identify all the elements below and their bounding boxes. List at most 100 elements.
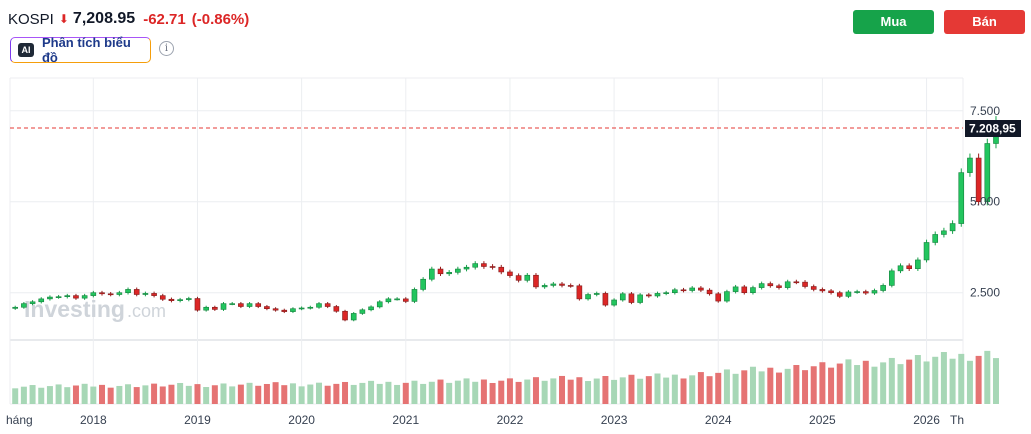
- candle-body: [975, 157, 982, 203]
- candlesticks: [12, 116, 999, 322]
- candle-body: [524, 274, 531, 281]
- time-tick-label: 2020: [288, 413, 315, 427]
- volume-bar: [888, 357, 895, 404]
- volume-bar: [836, 363, 843, 404]
- volume-bar: [133, 387, 140, 404]
- candle-body: [880, 285, 886, 291]
- volume-bar: [871, 366, 878, 404]
- candle-body: [142, 293, 149, 295]
- volume-bar: [567, 379, 574, 404]
- volume-bar: [793, 365, 800, 404]
- candle-body: [611, 299, 617, 306]
- volume-bar: [593, 378, 600, 404]
- candle-body: [324, 303, 331, 307]
- candle-body: [646, 294, 652, 297]
- time-tick-label: 2026: [913, 413, 940, 427]
- volume-bar: [272, 382, 279, 404]
- candle-body: [420, 278, 426, 290]
- candle-body: [133, 289, 140, 295]
- candle-body: [151, 293, 157, 296]
- volume-bar: [289, 383, 296, 404]
- volume-bar: [845, 359, 852, 404]
- candle-body: [298, 307, 305, 310]
- candle-body: [862, 291, 869, 294]
- candle-body: [984, 143, 991, 203]
- candle-body: [411, 289, 418, 302]
- candle-body: [368, 306, 374, 311]
- candle-body: [836, 292, 843, 297]
- volume-bar: [38, 387, 45, 404]
- candle-body: [116, 292, 123, 295]
- buy-button[interactable]: Mua: [853, 10, 934, 34]
- volume-bar: [810, 366, 817, 404]
- candle-body: [168, 298, 175, 302]
- volume-bar: [940, 352, 947, 404]
- volume-bar: [828, 367, 835, 404]
- volume-bar: [532, 377, 539, 404]
- candle-body: [932, 234, 939, 243]
- volume-bar: [671, 374, 678, 404]
- candle-body: [819, 289, 826, 292]
- candle-body: [810, 286, 817, 290]
- volume-bar: [515, 381, 522, 404]
- price-change-percent: (-0.86%): [191, 10, 250, 28]
- time-tick-label: Th: [950, 413, 964, 427]
- candle-body: [333, 306, 340, 312]
- candle-body: [342, 310, 348, 321]
- candle-body: [107, 293, 114, 296]
- volume-bar: [246, 382, 253, 404]
- volume-bars: [12, 350, 999, 404]
- candle-body: [38, 298, 45, 303]
- volume-bar: [411, 380, 418, 404]
- down-arrow-icon: ⬇: [58, 12, 69, 26]
- candle-body: [125, 289, 131, 293]
- candle-body: [602, 293, 609, 306]
- candle-body: [47, 296, 53, 300]
- current-price-tag-bg: [965, 120, 1021, 137]
- volume-bar: [741, 370, 748, 404]
- sell-button[interactable]: Bán: [944, 10, 1025, 34]
- volume-bar: [906, 359, 913, 404]
- candle-body: [845, 291, 852, 297]
- candle-body: [64, 295, 71, 297]
- candle-body: [463, 266, 470, 270]
- time-tick-label: 2024: [705, 413, 732, 427]
- time-tick-label: 2023: [601, 413, 628, 427]
- candle-body: [12, 306, 19, 309]
- candle-body: [489, 266, 496, 268]
- volume-bar: [489, 382, 496, 404]
- volume-bar: [480, 379, 487, 404]
- volume-bar: [220, 383, 227, 404]
- volume-bar: [463, 378, 470, 404]
- candle-body: [402, 298, 409, 302]
- candle-body: [567, 285, 574, 287]
- candle-body: [628, 293, 635, 303]
- candle-body: [559, 283, 565, 286]
- candle-body: [272, 308, 279, 311]
- price-change: -62.71: [143, 10, 186, 28]
- volume-bar: [775, 372, 782, 404]
- volume-bar: [72, 385, 79, 404]
- volume-bar: [307, 384, 314, 404]
- candle-body: [203, 306, 209, 311]
- ai-chart-analysis-button[interactable]: AI Phân tích biểu đồ: [10, 35, 151, 65]
- info-icon[interactable]: i: [159, 41, 174, 56]
- volume-bar: [29, 385, 36, 404]
- candle-body: [871, 290, 878, 294]
- ticker-summary: KOSPI ⬇ 7,208.95 -62.71 (-0.86%): [8, 10, 249, 28]
- candle-body: [967, 157, 973, 173]
- volume-bar: [602, 376, 609, 404]
- candle-body: [750, 287, 756, 293]
- candle-body: [715, 293, 722, 302]
- time-tick-label: 2018: [80, 413, 107, 427]
- candle-body: [255, 303, 262, 307]
- volume-bar: [472, 381, 479, 404]
- symbol-name[interactable]: KOSPI: [8, 10, 54, 28]
- candle-body: [350, 313, 357, 321]
- candle-body: [81, 295, 88, 299]
- candle-body: [897, 265, 904, 272]
- volume-bar: [992, 358, 999, 404]
- candle-body: [923, 242, 930, 261]
- volume-bar: [333, 383, 340, 404]
